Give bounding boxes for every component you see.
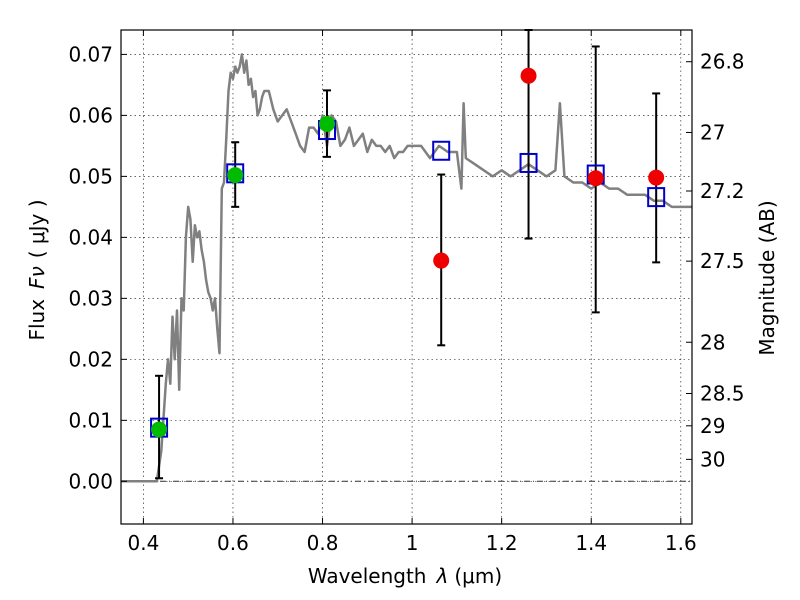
x-tick-label: 0.6: [217, 531, 249, 555]
model-square-point: [519, 152, 538, 173]
x-axis-symbol: λ: [436, 564, 449, 588]
model-photometry-points: [150, 120, 666, 438]
green-data-point: [227, 167, 244, 184]
plot-frame: [120, 29, 693, 525]
y2-tick-label: 28: [700, 330, 725, 354]
spectrum-line: [121, 53, 692, 483]
x-tick-label: 0.4: [127, 531, 159, 555]
y-tick-label: 0.05: [68, 164, 113, 188]
error-bars: [155, 29, 661, 480]
y-tick-label: 0.07: [68, 42, 113, 66]
x-axis-label-text: Wavelength: [308, 564, 427, 588]
y-axis-label-text: Flux: [25, 299, 49, 341]
x-tick-label: 1: [406, 531, 419, 555]
y-tick-label: 0.00: [68, 469, 113, 493]
y2-tick-label: 27: [700, 120, 725, 144]
x-tick-label: 1.6: [665, 531, 697, 555]
y-tick-label: 0.06: [68, 103, 113, 127]
y2-tick-label: 27.5: [700, 249, 745, 273]
observed-photometry-points: [151, 67, 665, 438]
y2-tick-label: 26.8: [700, 50, 745, 74]
y-tick-label: 0.02: [68, 347, 113, 371]
axes-ticks: 0.4 0.6 0.8 1 1.2 1.4 1.6 0.00 0.01 0.02 0.03 0.04 0…: [68, 30, 745, 555]
green-data-point: [151, 421, 168, 438]
y2-tick-label: 30: [700, 447, 725, 471]
y2-tick-label: 27.2: [700, 179, 745, 203]
red-data-point: [433, 252, 450, 269]
x-axis-unit: (μm): [454, 564, 502, 588]
red-data-point: [587, 170, 604, 187]
model-square-point: [432, 140, 451, 161]
y-tick-label: 0.04: [68, 225, 113, 249]
x-tick-label: 1.2: [486, 531, 518, 555]
y-tick-label: 0.03: [68, 286, 113, 310]
x-axis-label: Wavelength λ (μm): [308, 564, 502, 588]
y2-axis-label: Magnitude (AB): [755, 200, 779, 355]
y2-tick-label: 28.5: [700, 381, 745, 405]
red-data-point: [648, 169, 665, 186]
x-tick-label: 1.4: [575, 531, 607, 555]
model-spectrum: [121, 53, 692, 483]
y-tick-label: 0.01: [68, 408, 113, 432]
green-data-point: [319, 115, 336, 132]
y-axis-symbol: Fν: [25, 266, 49, 289]
y-axis-unit: ( μJy ): [25, 199, 49, 258]
x-tick-label: 0.8: [307, 531, 339, 555]
red-data-point: [520, 67, 537, 84]
y2-tick-label: 29: [700, 414, 725, 438]
model-square-point: [647, 187, 666, 208]
y-axis-label: Flux Fν ( μJy ): [25, 199, 49, 340]
